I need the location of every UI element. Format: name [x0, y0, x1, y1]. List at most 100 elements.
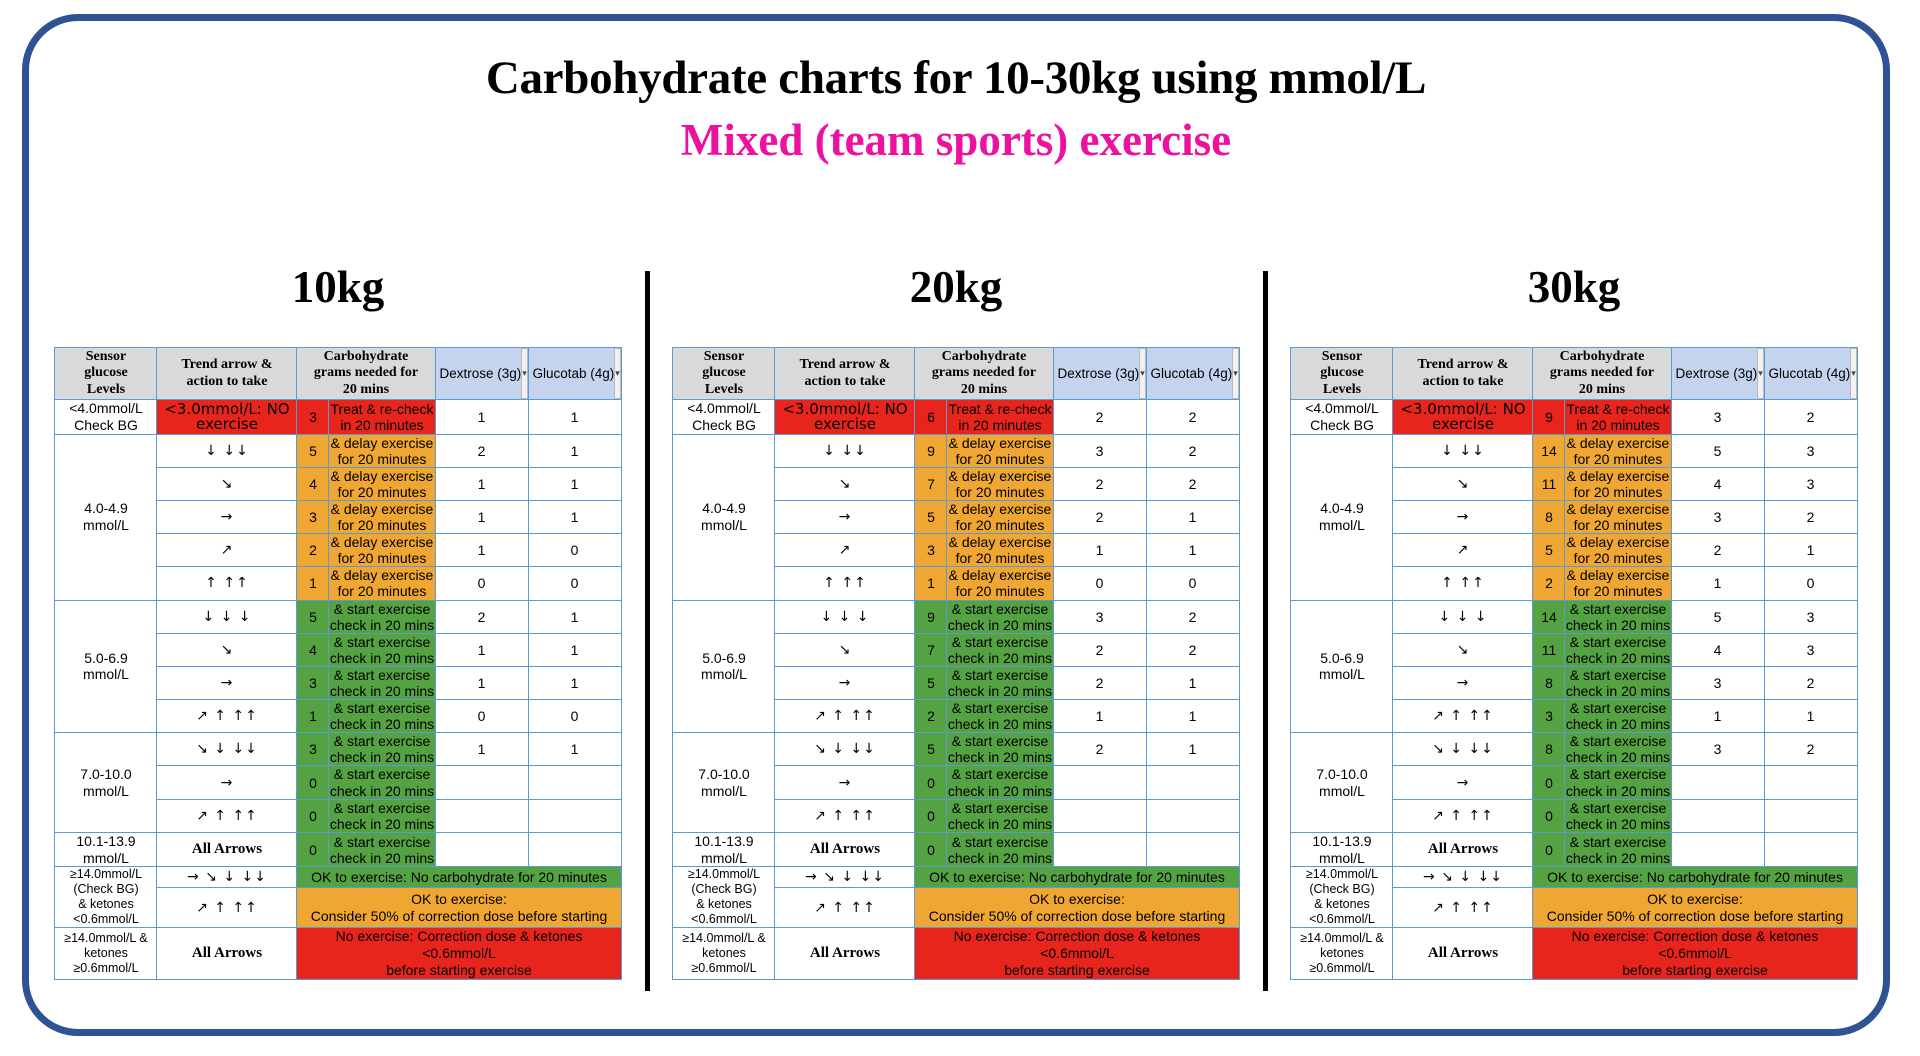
trend-arrow-cell: ↓ ↓↓ — [774, 433, 916, 468]
glucotab-count: 1 — [527, 599, 622, 634]
carb-grams-note: & start exercise check in 20 mins — [328, 765, 436, 800]
dextrose-count: 1 — [1052, 533, 1147, 568]
carb-grams-value: 2 — [296, 533, 330, 568]
trend-arrow-cell: ↗ ↑ ↑↑ — [1392, 798, 1534, 833]
glucotab-filter-button[interactable]: ▾ — [1232, 348, 1239, 399]
dextrose-count — [1052, 798, 1147, 833]
glucotab-count — [1145, 798, 1240, 833]
chart-column-20kg: 20kg Sensor glucose Levels Trend arrow & acti… — [665, 261, 1247, 991]
carb-grams-value: 5 — [296, 599, 330, 634]
header-glucotab-label: Glucotab (4g) — [532, 366, 615, 381]
carb-grams-value: 4 — [296, 632, 330, 667]
trend-arrow-cell: ↗ ↑ ↑↑ — [156, 887, 298, 929]
trend-arrow-cell: ↘ — [156, 632, 298, 667]
dextrose-count: 5 — [1670, 599, 1765, 634]
dextrose-filter-button[interactable]: ▾ — [1757, 348, 1764, 399]
carb-grams-note: & delay exercise for 20 minutes — [328, 566, 436, 601]
trend-arrow-cell: ↘ ↓ ↓↓ — [774, 732, 916, 767]
trend-arrow-cell: → — [1392, 665, 1534, 701]
carb-grams-note: & start exercise check in 20 mins — [946, 831, 1054, 868]
trend-arrow-cell: → — [1392, 499, 1534, 535]
column-divider — [644, 271, 650, 991]
trend-arrow-cell: ↘ — [774, 466, 916, 501]
carb-grams-note: & start exercise check in 20 mins — [946, 732, 1054, 767]
dextrose-filter-button[interactable]: ▾ — [1139, 348, 1146, 399]
carb-grams-note: Treat & re-check in 20 minutes — [1564, 399, 1672, 435]
carb-grams-value: 3 — [296, 665, 330, 701]
glucose-level-cell: ≥14.0mmol/L (Check BG) & ketones <0.6mmol/L — [672, 866, 776, 929]
glucose-level-cell: 4.0-4.9 mmol/L — [1290, 433, 1394, 601]
trend-arrow-cell: ↗ ↑ ↑↑ — [156, 798, 298, 833]
carb-grams-note: & delay exercise for 20 minutes — [328, 433, 436, 468]
glucotab-count: 1 — [1145, 499, 1240, 535]
trend-arrow-cell: ↓ ↓ ↓ — [1392, 599, 1534, 634]
advice-banner: No exercise: Correction dose & ketones <… — [1532, 927, 1858, 980]
glucotab-count: 3 — [1763, 632, 1858, 667]
glucotab-count: 1 — [1145, 533, 1240, 568]
glucotab-count: 1 — [527, 632, 622, 667]
glucotab-count: 0 — [527, 566, 622, 601]
carb-grams-note: & delay exercise for 20 minutes — [1564, 433, 1672, 468]
table-row: 10.1-13.9 mmol/L All Arrows 0 & start exerci… — [1290, 831, 1858, 868]
glucotab-count: 1 — [527, 466, 622, 501]
glucotab-count — [527, 765, 622, 800]
trend-arrow-cell: All Arrows — [1392, 831, 1534, 868]
glucotab-count: 3 — [1763, 433, 1858, 468]
carb-grams-note: & start exercise check in 20 mins — [328, 632, 436, 667]
trend-arrow-cell: ↗ ↑ ↑↑ — [156, 699, 298, 734]
glucose-level-cell: ≥14.0mmol/L (Check BG) & ketones <0.6mmol/L — [54, 866, 158, 929]
carb-grams-note: Treat & re-check in 20 minutes — [946, 399, 1054, 435]
dextrose-count: 3 — [1670, 499, 1765, 535]
trend-arrow-cell: ↘ — [774, 632, 916, 667]
carbohydrate-table: Sensor glucose Levels Trend arrow & action t… — [1290, 347, 1858, 980]
glucotab-count: 2 — [1145, 466, 1240, 501]
table-row: ≥14.0mmol/L (Check BG) & ketones <0.6mmol/L… — [672, 866, 1240, 929]
carb-grams-value: 0 — [914, 831, 948, 868]
dextrose-filter-button[interactable]: ▾ — [521, 348, 528, 399]
table-row: ↗ ↑ ↑↑ 2 & start exercise check in 20 mins 1… — [673, 699, 1240, 734]
carb-grams-note: & start exercise check in 20 mins — [1564, 732, 1672, 767]
dextrose-count: 1 — [1670, 566, 1765, 601]
glucotab-count: 0 — [1145, 566, 1240, 601]
trend-arrow-cell: ↗ ↑ ↑↑ — [774, 887, 916, 929]
dextrose-count: 0 — [434, 566, 529, 601]
glucotab-count: 2 — [1145, 399, 1240, 435]
table-row: → 0 & start exercise check in 20 mins — [1291, 765, 1858, 800]
dextrose-count: 2 — [1052, 732, 1147, 767]
trend-arrow-cell: ↑ ↑↑ — [156, 566, 298, 601]
carb-grams-note: & delay exercise for 20 minutes — [328, 499, 436, 535]
carb-grams-value: 9 — [914, 433, 948, 468]
glucose-level-cell: 10.1-13.9 mmol/L — [1290, 831, 1394, 868]
trend-arrow-cell: → — [774, 499, 916, 535]
carb-grams-value: 14 — [1532, 599, 1566, 634]
glucose-level-cell: ≥14.0mmol/L & ketones ≥0.6mmol/L — [54, 927, 158, 980]
dextrose-count — [434, 798, 529, 833]
table-row: → 0 & start exercise check in 20 mins — [55, 765, 622, 800]
dextrose-count: 2 — [434, 599, 529, 634]
carb-grams-note: & start exercise check in 20 mins — [946, 632, 1054, 667]
glucose-level-cell: 7.0-10.0 mmol/L — [54, 732, 158, 833]
header-trend-arrow-action: Trend arrow & action to take — [1392, 347, 1534, 400]
table-row: 4.0-4.9 mmol/L ↓ ↓↓ 14 & delay exercise for 2… — [1290, 433, 1858, 601]
glucotab-filter-button[interactable]: ▾ — [614, 348, 621, 399]
glucotab-count: 1 — [527, 499, 622, 535]
carb-grams-value: 0 — [296, 831, 330, 868]
carb-grams-note: & delay exercise for 20 minutes — [1564, 499, 1672, 535]
table-row: 4.0-4.9 mmol/L ↓ ↓↓ 5 & delay exercise for 20… — [54, 433, 622, 601]
trend-arrow-cell: ↗ ↑ ↑↑ — [774, 699, 916, 734]
table-header-row: Sensor glucose Levels Trend arrow & action t… — [54, 347, 622, 400]
carb-grams-note: & delay exercise for 20 minutes — [328, 466, 436, 501]
dextrose-count — [1052, 765, 1147, 800]
dextrose-count: 1 — [1052, 699, 1147, 734]
carb-grams-note: & delay exercise for 20 minutes — [946, 433, 1054, 468]
trend-arrow-cell: ↓ ↓ ↓ — [156, 599, 298, 634]
header-dextrose-label: Dextrose (3g) — [1057, 366, 1140, 381]
glucotab-count — [1763, 765, 1858, 800]
carb-grams-value: 3 — [296, 499, 330, 535]
carb-grams-value: 2 — [914, 699, 948, 734]
dextrose-count: 2 — [1052, 632, 1147, 667]
carb-grams-value: 0 — [914, 765, 948, 800]
table-header-row: Sensor glucose Levels Trend arrow & action t… — [1290, 347, 1858, 400]
glucotab-filter-button[interactable]: ▾ — [1850, 348, 1857, 399]
dextrose-count: 3 — [1670, 732, 1765, 767]
